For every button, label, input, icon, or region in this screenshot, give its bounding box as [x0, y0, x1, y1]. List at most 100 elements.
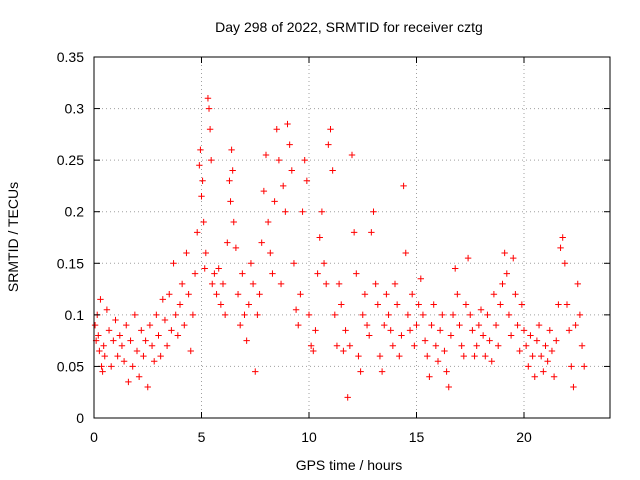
- data-point: [209, 280, 216, 288]
- data-point: [262, 151, 270, 159]
- data-point: [462, 301, 470, 308]
- data-point: [213, 291, 220, 298]
- data-point: [490, 291, 498, 298]
- data-point: [458, 342, 465, 349]
- y-tick-label: 0.25: [57, 152, 84, 168]
- data-point: [207, 156, 215, 164]
- data-point: [116, 332, 123, 339]
- data-point: [125, 378, 132, 386]
- data-point: [312, 327, 319, 334]
- data-point: [191, 270, 199, 277]
- data-point: [338, 301, 345, 308]
- data-point: [471, 352, 478, 360]
- x-tick-label: 10: [301, 429, 317, 445]
- data-point: [344, 394, 351, 401]
- data-point: [417, 275, 424, 282]
- data-point: [258, 239, 265, 246]
- y-tick-label: 0: [76, 410, 84, 426]
- data-point: [327, 126, 334, 133]
- data-point: [445, 383, 452, 391]
- data-point: [430, 301, 437, 308]
- data-point: [340, 347, 347, 355]
- data-point: [342, 327, 349, 334]
- data-point: [146, 321, 154, 329]
- data-point: [170, 260, 177, 267]
- data-point: [555, 301, 562, 308]
- data-point: [239, 270, 246, 277]
- data-point: [185, 291, 192, 298]
- data-point: [176, 301, 184, 308]
- data-point: [355, 352, 362, 360]
- data-point: [544, 358, 551, 365]
- data-point: [553, 337, 560, 344]
- data-point: [449, 311, 457, 319]
- data-point: [318, 208, 326, 215]
- data-point: [228, 146, 235, 154]
- data-point: [118, 342, 126, 349]
- data-point: [559, 234, 566, 241]
- data-point: [123, 321, 130, 329]
- data-point: [550, 373, 558, 380]
- data-point: [557, 244, 564, 252]
- data-point: [426, 373, 433, 380]
- data-point: [282, 208, 289, 215]
- data-point: [499, 280, 506, 288]
- data-point: [108, 363, 115, 370]
- data-point: [357, 368, 364, 375]
- data-point: [217, 301, 225, 308]
- data-point: [105, 327, 113, 334]
- data-point: [572, 321, 579, 329]
- data-point: [155, 332, 162, 339]
- data-point: [495, 342, 502, 349]
- data-point: [348, 151, 356, 159]
- data-point: [103, 306, 111, 313]
- data-point: [335, 280, 343, 288]
- data-point: [269, 270, 276, 277]
- data-point: [133, 347, 141, 355]
- data-point: [100, 342, 107, 349]
- data-point: [576, 311, 584, 319]
- data-point: [492, 321, 500, 329]
- data-point: [201, 265, 208, 272]
- data-point: [464, 254, 472, 262]
- x-tick-label: 0: [90, 429, 98, 445]
- data-point: [310, 347, 317, 355]
- data-point: [353, 270, 360, 277]
- data-point: [197, 146, 204, 154]
- data-point: [486, 337, 493, 344]
- data-point: [404, 311, 412, 319]
- data-point: [475, 321, 483, 329]
- data-point: [546, 327, 553, 334]
- data-point: [527, 332, 534, 339]
- data-point: [299, 208, 306, 215]
- data-point: [363, 321, 371, 329]
- data-point: [232, 244, 240, 252]
- data-point: [323, 280, 330, 288]
- y-tick-label: 0.35: [57, 49, 84, 65]
- data-point: [252, 368, 259, 375]
- data-point: [151, 358, 158, 365]
- data-point: [91, 321, 99, 329]
- data-point: [505, 311, 513, 319]
- data-point: [361, 291, 369, 298]
- data-point: [402, 249, 409, 257]
- data-point: [432, 342, 440, 349]
- data-point: [280, 182, 287, 190]
- data-point: [99, 368, 106, 375]
- data-point: [578, 342, 586, 349]
- data-point: [181, 321, 188, 329]
- data-point: [183, 249, 190, 257]
- data-point: [234, 291, 242, 298]
- data-point: [581, 363, 588, 370]
- grid-lines: [94, 57, 610, 418]
- data-point: [292, 306, 300, 313]
- data-point: [350, 229, 358, 236]
- data-point: [297, 291, 304, 298]
- data-point: [202, 249, 209, 257]
- data-point: [428, 321, 435, 329]
- data-point: [370, 208, 377, 215]
- y-tick-label: 0.2: [65, 204, 85, 220]
- data-point: [256, 291, 263, 298]
- data-point: [385, 311, 392, 319]
- x-axis-label: GPS time / hours: [296, 457, 403, 473]
